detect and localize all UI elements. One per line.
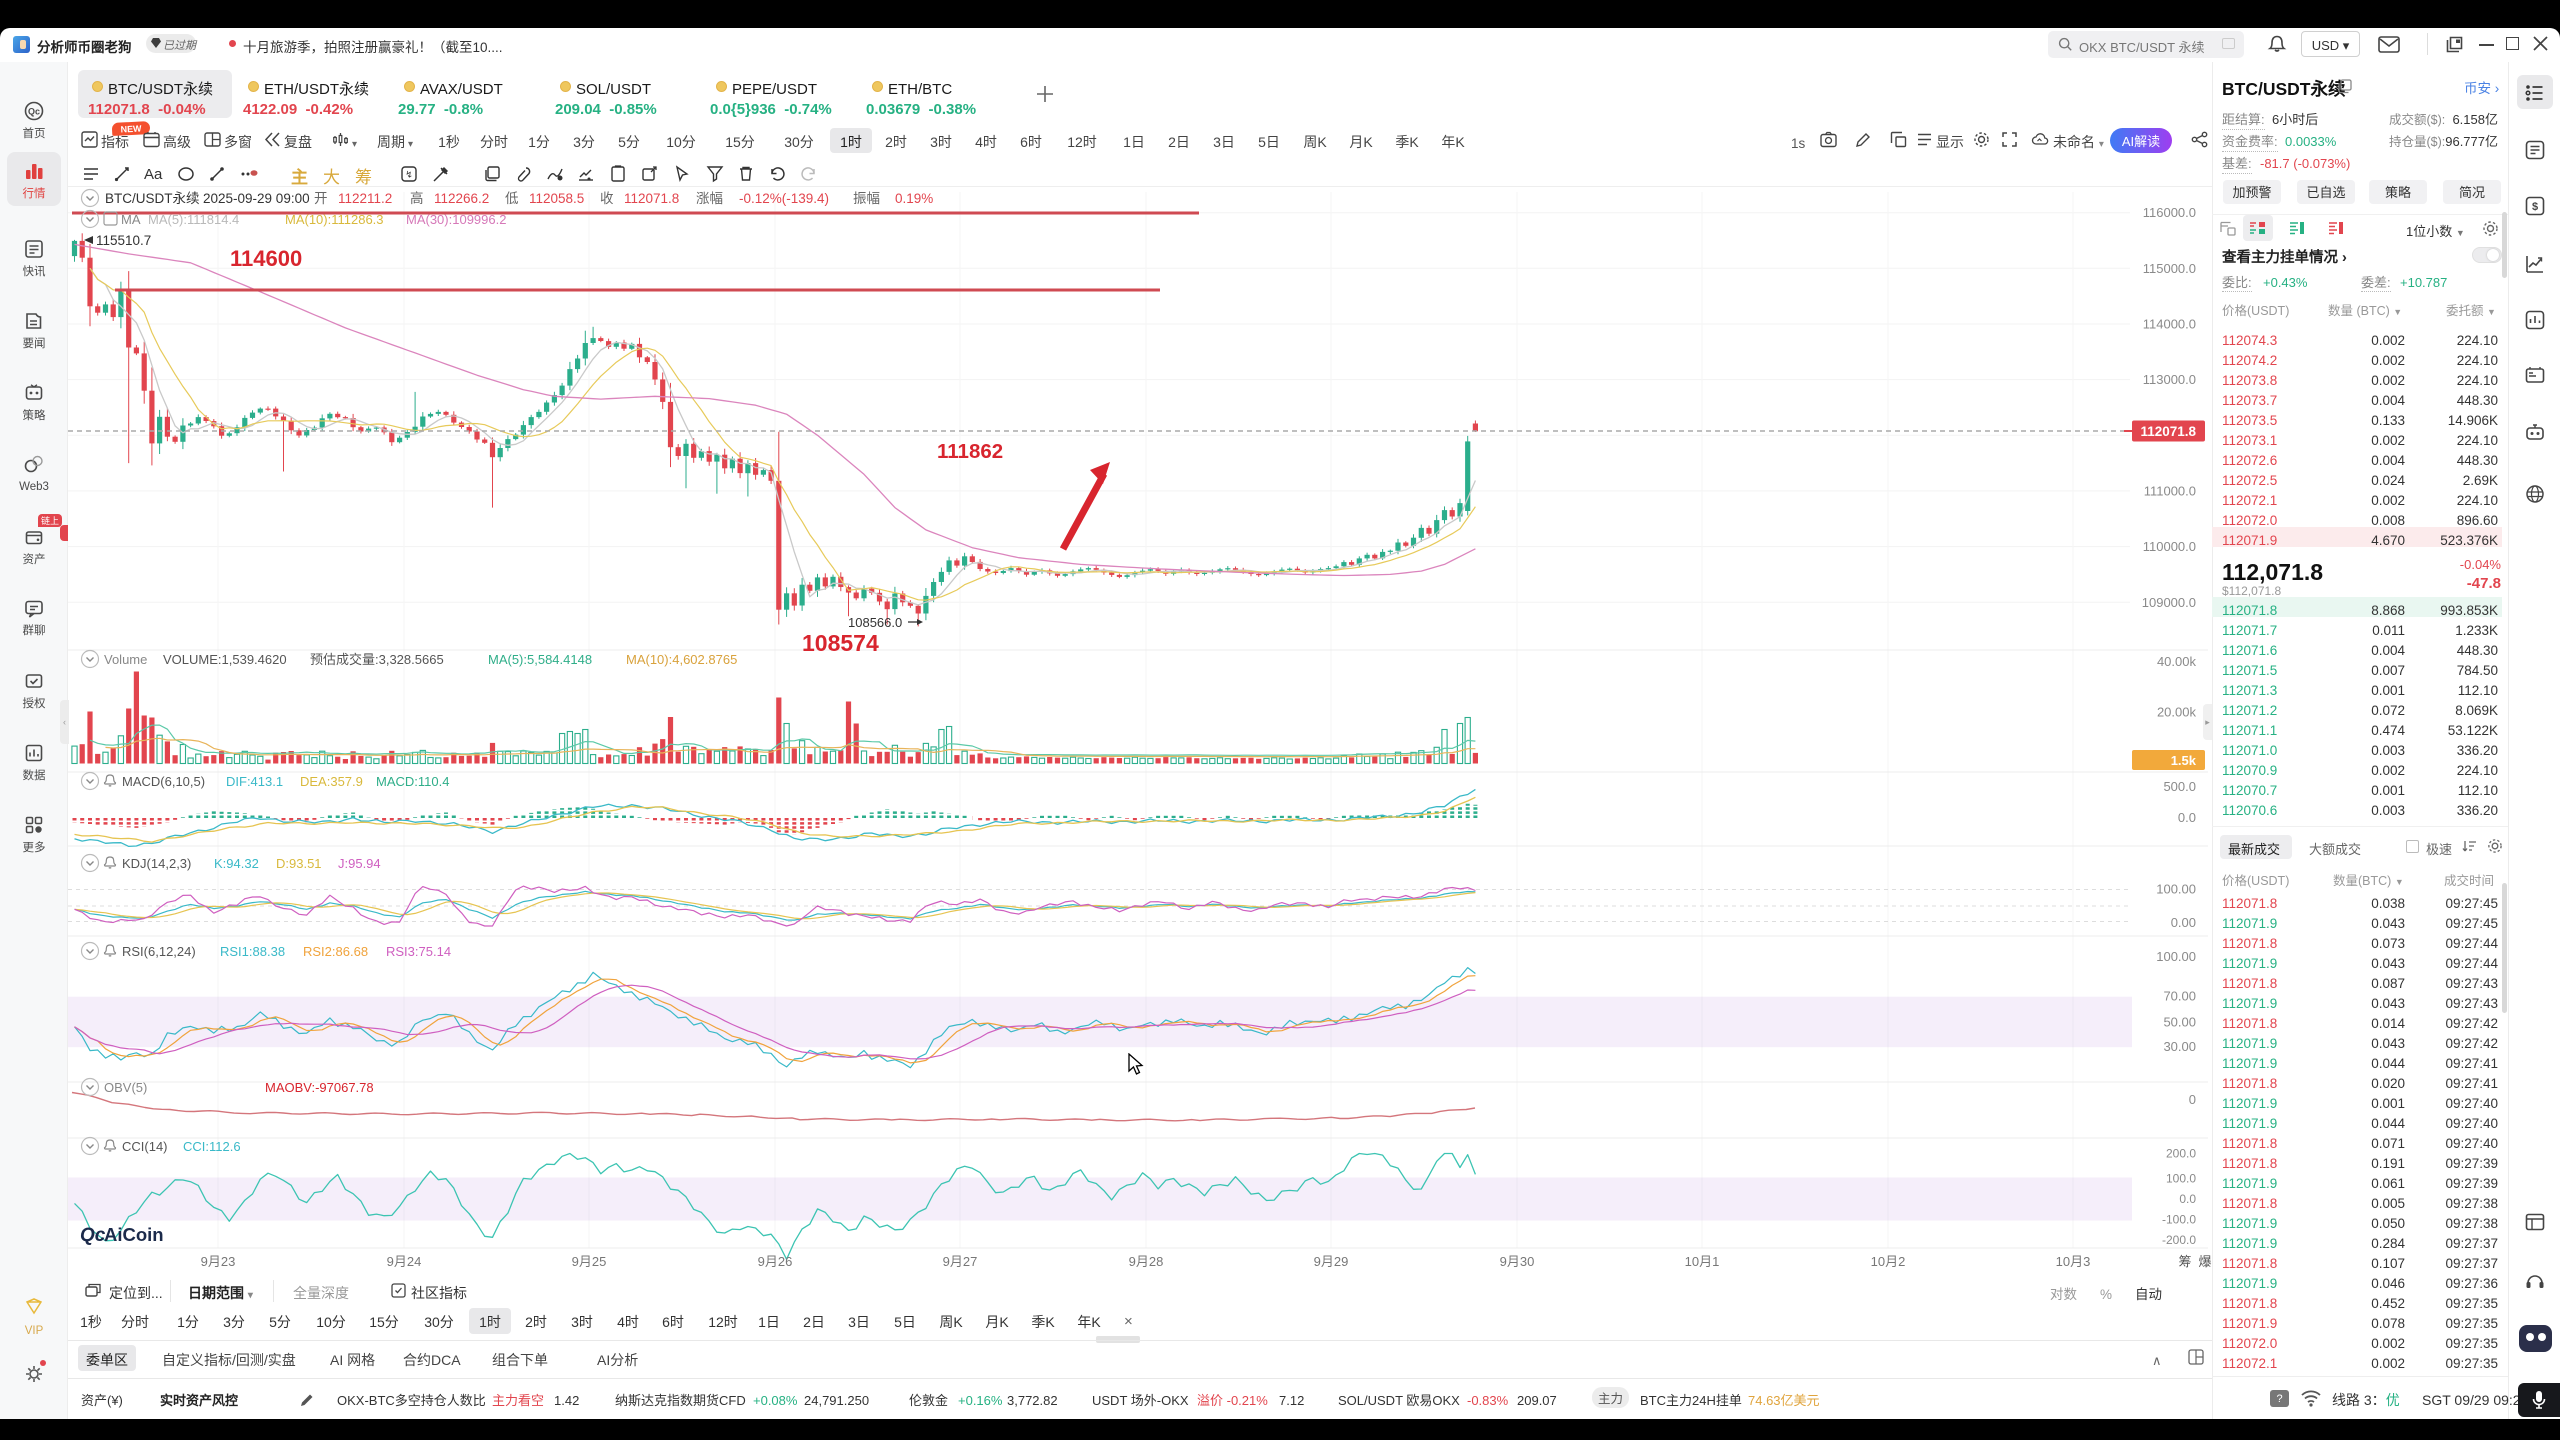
svg-text:1.5k: 1.5k xyxy=(2171,750,2197,769)
svg-text:RSI(6,12,24): RSI(6,12,24) xyxy=(122,941,196,960)
svg-text:9月30: 9月30 xyxy=(1500,1251,1535,1270)
svg-text:↯: ↯ xyxy=(405,168,413,181)
svg-text:109000.0: 109000.0 xyxy=(2142,592,2196,611)
svg-text:振幅: 振幅 xyxy=(853,187,880,207)
svg-text:低: 低 xyxy=(505,187,519,207)
svg-text:10月3: 10月3 xyxy=(2056,1251,2091,1270)
svg-text:112211.2: 112211.2 xyxy=(338,187,392,207)
svg-text:Qc: Qc xyxy=(28,105,40,118)
svg-text:10月2: 10月2 xyxy=(1871,1251,1906,1270)
svg-text:MACD(6,10,5): MACD(6,10,5) xyxy=(122,771,205,790)
svg-text:CCI:112.6: CCI:112.6 xyxy=(183,1136,241,1155)
svg-text:MA(5):5,584.4148: MA(5):5,584.4148 xyxy=(488,649,592,668)
svg-text:2025-09-29 09:00: 2025-09-29 09:00 xyxy=(203,187,310,207)
svg-text:MA(30):109996.2: MA(30):109996.2 xyxy=(406,209,506,228)
svg-text:BTC/USDT永续: BTC/USDT永续 xyxy=(105,187,200,207)
svg-text:RSI3:75.14: RSI3:75.14 xyxy=(386,941,451,960)
svg-text:500.0: 500.0 xyxy=(2163,776,2196,795)
svg-text:108574: 108574 xyxy=(802,624,879,658)
svg-text:0.0: 0.0 xyxy=(2178,807,2196,826)
svg-text:40.00k: 40.00k xyxy=(2157,651,2197,670)
svg-text:200.0: 200.0 xyxy=(2166,1145,2196,1162)
svg-text:115510.7: 115510.7 xyxy=(96,229,151,249)
svg-text:116000.0: 116000.0 xyxy=(2143,202,2196,221)
svg-text:筹: 筹 xyxy=(2178,1251,2191,1270)
svg-text:108566.0: 108566.0 xyxy=(848,612,902,631)
svg-text:20.00k: 20.00k xyxy=(2157,702,2197,721)
svg-text:预估成交量:3,328.5665: 预估成交量:3,328.5665 xyxy=(310,649,444,668)
svg-text:收: 收 xyxy=(600,187,614,207)
svg-text:DIF:413.1: DIF:413.1 xyxy=(226,771,283,790)
svg-text:MA(5):111814.4: MA(5):111814.4 xyxy=(148,209,239,228)
svg-text:MAOBV:-97067.78: MAOBV:-97067.78 xyxy=(265,1077,374,1096)
svg-text:爆: 爆 xyxy=(2198,1251,2211,1270)
svg-text:111000.0: 111000.0 xyxy=(2144,480,2196,499)
svg-text:Volume: Volume xyxy=(104,649,147,668)
svg-text:0: 0 xyxy=(2189,1089,2196,1108)
svg-text:开: 开 xyxy=(314,187,328,207)
svg-text:AiCoin: AiCoin xyxy=(104,1221,164,1247)
svg-text:115000.0: 115000.0 xyxy=(2143,258,2196,277)
svg-text:10月1: 10月1 xyxy=(1685,1251,1720,1270)
svg-text:112071.8: 112071.8 xyxy=(624,187,679,207)
svg-text:9月28: 9月28 xyxy=(1129,1251,1164,1270)
svg-text:0.0: 0.0 xyxy=(2179,1190,2196,1207)
svg-text:高: 高 xyxy=(410,187,424,207)
svg-text:70.00: 70.00 xyxy=(2163,986,2196,1005)
svg-text:K:94.32: K:94.32 xyxy=(214,853,259,872)
svg-text:114600: 114600 xyxy=(230,241,302,273)
svg-text:30.00: 30.00 xyxy=(2163,1036,2196,1055)
svg-text:112266.2: 112266.2 xyxy=(434,187,489,207)
svg-text:-100.0: -100.0 xyxy=(2162,1211,2196,1228)
svg-text:VOLUME:1,539.4620: VOLUME:1,539.4620 xyxy=(163,649,287,668)
svg-text:KDJ(14,2,3): KDJ(14,2,3) xyxy=(122,853,191,872)
svg-text:D:93.51: D:93.51 xyxy=(276,853,322,872)
svg-text:100.0: 100.0 xyxy=(2166,1169,2196,1186)
svg-text:112071.8: 112071.8 xyxy=(2140,420,2196,440)
svg-text:DEA:357.9: DEA:357.9 xyxy=(300,771,363,790)
svg-text:9月24: 9月24 xyxy=(387,1251,422,1270)
svg-text:-200.0: -200.0 xyxy=(2162,1231,2196,1248)
svg-text:-0.12%(-139.4): -0.12%(-139.4) xyxy=(739,187,829,207)
svg-text:0.19%: 0.19% xyxy=(895,187,933,207)
svg-text:112058.5: 112058.5 xyxy=(529,187,584,207)
svg-text:RSI2:86.68: RSI2:86.68 xyxy=(303,941,368,960)
svg-text:100.00: 100.00 xyxy=(2156,946,2196,965)
svg-text:114000.0: 114000.0 xyxy=(2143,314,2196,333)
svg-text:MA: MA xyxy=(121,209,141,228)
svg-text:MA(10):4,602.8765: MA(10):4,602.8765 xyxy=(626,649,737,668)
svg-text:9月23: 9月23 xyxy=(201,1251,236,1270)
svg-text:涨幅: 涨幅 xyxy=(696,187,723,207)
svg-text:$: $ xyxy=(2532,198,2538,214)
svg-text:110000.0: 110000.0 xyxy=(2143,536,2196,555)
svg-text:9月25: 9月25 xyxy=(572,1251,607,1270)
svg-text:50.00: 50.00 xyxy=(2163,1012,2196,1031)
svg-text:CCI(14): CCI(14) xyxy=(122,1136,168,1155)
svg-text:9月26: 9月26 xyxy=(758,1251,793,1270)
svg-text:J:95.94: J:95.94 xyxy=(338,853,381,872)
svg-text:MACD:110.4: MACD:110.4 xyxy=(376,771,449,790)
svg-text:9月27: 9月27 xyxy=(943,1251,978,1270)
svg-text:OBV(5): OBV(5) xyxy=(104,1077,147,1096)
svg-text:0.00: 0.00 xyxy=(2171,912,2196,931)
svg-text:RSI1:88.38: RSI1:88.38 xyxy=(220,941,285,960)
svg-text:MA(10):111286.3: MA(10):111286.3 xyxy=(285,209,384,228)
svg-text:Qc: Qc xyxy=(80,1220,106,1247)
svg-text:9月29: 9月29 xyxy=(1314,1251,1349,1270)
svg-text:100.00: 100.00 xyxy=(2156,879,2196,898)
svg-text:111862: 111862 xyxy=(937,434,1003,464)
svg-text:113000.0: 113000.0 xyxy=(2143,369,2196,388)
